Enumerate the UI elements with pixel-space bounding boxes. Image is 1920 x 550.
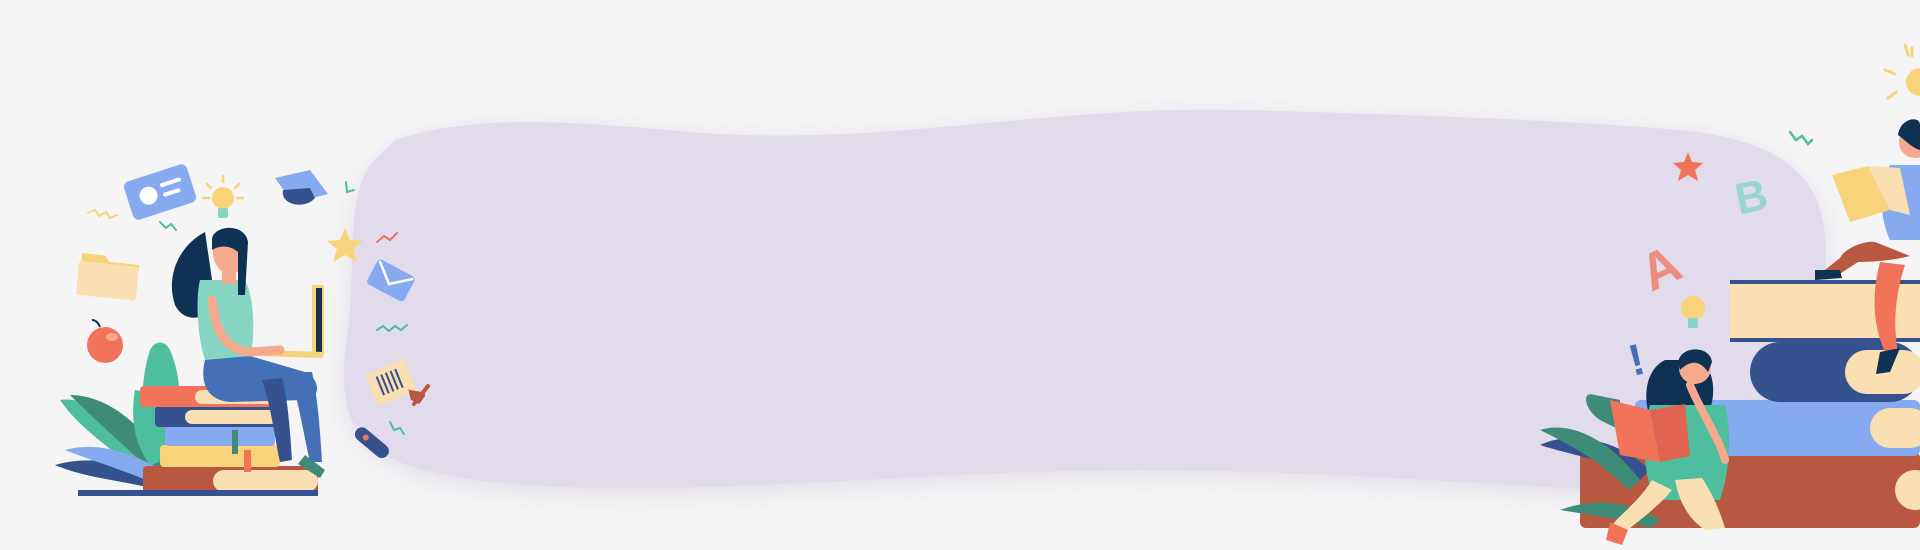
folder-icon [76, 252, 140, 301]
man-reading [1815, 119, 1920, 374]
lightbulb-icon [1681, 296, 1705, 328]
woman-with-laptop [171, 227, 325, 478]
lightbulb-icon [1883, 43, 1920, 100]
envelope-icon [367, 259, 415, 302]
right-scene: A B ! [1540, 43, 1920, 545]
apple-icon [87, 319, 123, 363]
pencil-icon [408, 384, 430, 406]
left-scene [55, 164, 430, 496]
star-icon [327, 228, 363, 262]
squiggle-decor [87, 181, 408, 435]
background-blob [343, 109, 1826, 491]
graduation-cap-icon [275, 170, 328, 205]
star-icon [1673, 152, 1703, 181]
lightbulb-icon [201, 174, 245, 218]
squiggle-decor [1788, 130, 1814, 146]
woman-reading [1540, 349, 1730, 545]
diploma-scroll-icon [354, 427, 389, 459]
barcode-ticket-icon [365, 359, 416, 406]
id-card-icon [123, 164, 197, 220]
